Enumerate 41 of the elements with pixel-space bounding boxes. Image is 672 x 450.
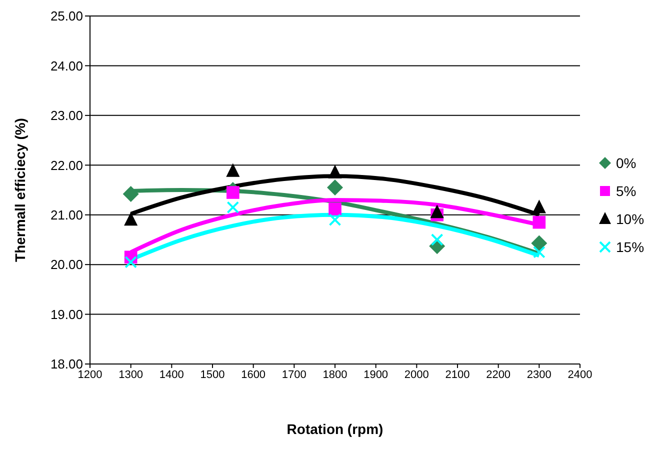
y-tick-label: 23.00: [50, 108, 83, 124]
x-tick-label: 1800: [322, 368, 348, 381]
x-tick-label: 2200: [486, 368, 511, 381]
x-tick-label: 2300: [526, 368, 552, 381]
point: [328, 202, 342, 216]
x-tick-label: 1600: [241, 368, 266, 381]
point: [532, 246, 546, 258]
point: [226, 186, 240, 199]
point: [327, 180, 343, 196]
x-tick-label: 1300: [118, 368, 144, 381]
point: [122, 186, 139, 202]
x-tick-label: 1500: [200, 368, 225, 381]
x-axis-title: Rotation (rpm): [286, 421, 384, 437]
x-tick-label: 1400: [159, 368, 184, 381]
point: [124, 256, 138, 268]
legend-label: 5%: [616, 183, 636, 199]
x-tick-label: 1900: [364, 368, 388, 381]
y-tick-label: 24.00: [50, 58, 83, 74]
legend-label: 10%: [616, 211, 644, 227]
point: [226, 163, 240, 177]
y-tick-label: 19.00: [50, 306, 83, 322]
y-axis-title: Thermall efficiecy (%): [12, 118, 28, 262]
point: [430, 204, 444, 218]
y-tick-label: 20.00: [50, 257, 83, 272]
point: [532, 200, 546, 214]
x-tick-label: 2000: [404, 368, 429, 381]
point: [328, 164, 342, 178]
y-tick-label: 21.00: [50, 207, 83, 222]
x-tick-label: 2100: [445, 368, 470, 381]
point: [531, 235, 548, 252]
x-tick-label: 2400: [568, 368, 592, 381]
legend-label: 0%: [616, 155, 636, 171]
legend-label: 15%: [616, 239, 644, 255]
y-tick-label: 25.00: [50, 8, 83, 24]
x-tick-label: 1700: [282, 368, 306, 381]
y-tick-label: 22.00: [50, 158, 83, 173]
point: [328, 214, 342, 226]
point: [226, 201, 240, 214]
x-tick-label: 1200: [78, 368, 102, 381]
point: [124, 212, 138, 226]
point: [532, 216, 546, 229]
